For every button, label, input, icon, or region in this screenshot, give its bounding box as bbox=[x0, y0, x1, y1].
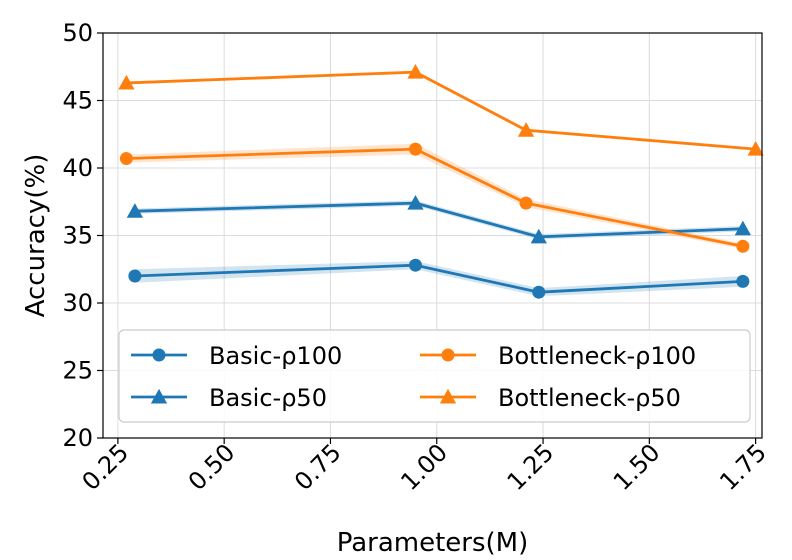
legend-label: Basic-ρ50 bbox=[209, 384, 327, 412]
line-basic-50 bbox=[134, 201, 743, 239]
legend-label: Bottleneck-ρ50 bbox=[498, 384, 681, 412]
line-bottleneck-100 bbox=[126, 147, 744, 248]
legend-entry-basic-100: Basic-ρ100 bbox=[131, 342, 342, 370]
legend-entry-bottleneck-100: Bottleneck-ρ100 bbox=[420, 342, 696, 370]
y-tick-label: 50 bbox=[62, 19, 93, 47]
y-tick-label: 30 bbox=[62, 289, 93, 317]
legend-label: Basic-ρ100 bbox=[209, 342, 342, 370]
legend-label: Bottleneck-ρ100 bbox=[498, 342, 696, 370]
legend-entry-basic-50: Basic-ρ50 bbox=[131, 384, 327, 412]
point-basic-100 bbox=[736, 274, 750, 288]
y-tick-label: 45 bbox=[62, 87, 93, 115]
legend-marker bbox=[150, 388, 168, 404]
legend: Basic-ρ100 Basic-ρ50 Bottleneck-ρ100 Bottle… bbox=[118, 329, 751, 423]
legend-frame bbox=[118, 329, 751, 423]
point-bottleneck-100 bbox=[519, 196, 533, 210]
point-bottleneck-50 bbox=[747, 140, 764, 156]
legend-marker bbox=[439, 388, 457, 404]
point-basic-100 bbox=[532, 285, 546, 299]
x-axis-label: Parameters(M) bbox=[337, 528, 529, 558]
legend-marker bbox=[152, 348, 166, 362]
y-tick-label: 40 bbox=[62, 154, 93, 182]
point-bottleneck-50 bbox=[118, 74, 135, 90]
point-basic-50 bbox=[407, 194, 424, 210]
line-bottleneck-50 bbox=[126, 70, 756, 151]
point-bottleneck-50 bbox=[407, 64, 424, 79]
point-bottleneck-50 bbox=[517, 122, 535, 137]
point-basic-50 bbox=[734, 220, 751, 236]
y-tick-label: 20 bbox=[62, 424, 93, 452]
point-basic-100 bbox=[408, 258, 422, 272]
series-markers bbox=[118, 64, 764, 299]
point-bottleneck-100 bbox=[408, 142, 422, 156]
point-basic-50 bbox=[126, 203, 144, 218]
legend-entry-bottleneck-50: Bottleneck-ρ50 bbox=[420, 384, 681, 412]
series-lines bbox=[126, 70, 756, 294]
line-basic-100 bbox=[134, 263, 743, 294]
point-bottleneck-100 bbox=[119, 152, 133, 166]
y-axis-label: Accuracy(%) bbox=[21, 154, 51, 318]
band-bottleneck-100 bbox=[126, 143, 743, 249]
point-basic-50 bbox=[530, 228, 547, 244]
point-basic-100 bbox=[128, 269, 142, 283]
point-bottleneck-100 bbox=[736, 239, 750, 253]
y-tick-label: 35 bbox=[62, 222, 93, 250]
legend-marker bbox=[441, 348, 455, 362]
y-tick-label: 25 bbox=[62, 357, 93, 385]
